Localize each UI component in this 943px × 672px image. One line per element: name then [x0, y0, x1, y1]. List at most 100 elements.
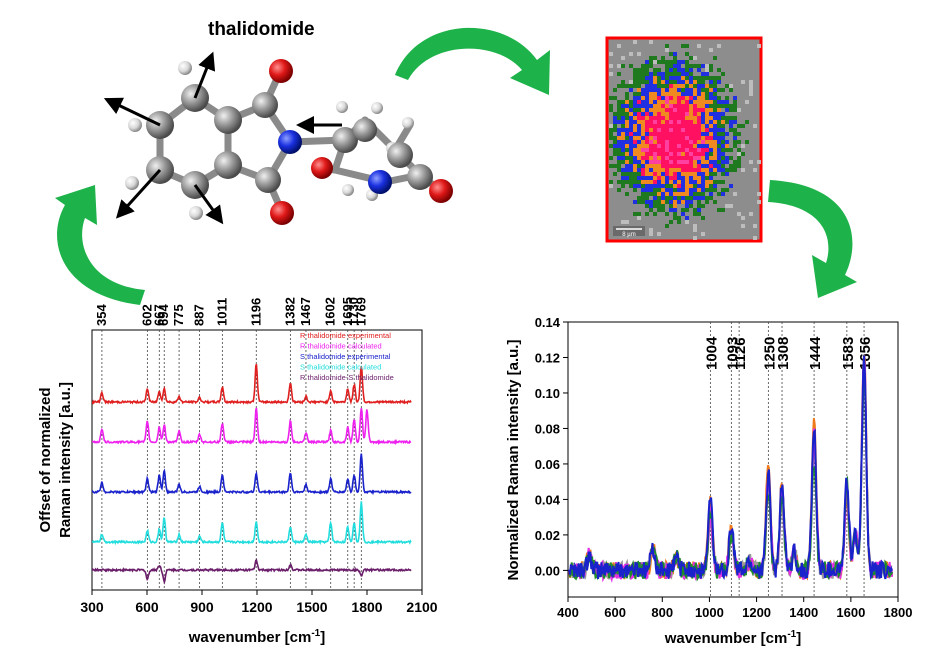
map-pixel — [617, 164, 621, 168]
map-pixel — [733, 144, 737, 148]
map-pixel — [657, 68, 661, 72]
map-pixel — [689, 176, 693, 180]
map-pixel — [669, 220, 673, 224]
map-pixel — [649, 128, 653, 132]
map-pixel — [713, 80, 717, 84]
map-pixel — [733, 160, 737, 164]
map-pixel — [669, 60, 673, 64]
map-pixel — [669, 136, 673, 140]
map-pixel — [609, 136, 613, 140]
scale-bar-label: 8 µm — [622, 232, 635, 238]
map-pixel — [673, 100, 677, 104]
map-pixel — [653, 100, 657, 104]
map-pixel — [677, 172, 681, 176]
map-pixel — [669, 140, 673, 144]
map-pixel — [633, 100, 637, 104]
map-pixel — [613, 124, 617, 128]
map-pixel — [661, 208, 665, 212]
map-pixel — [709, 164, 713, 168]
map-pixel — [633, 132, 637, 136]
map-pixel — [661, 92, 665, 96]
map-pixel — [701, 140, 705, 144]
map-pixel — [673, 164, 677, 168]
map-pixel — [653, 136, 657, 140]
map-pixel — [705, 200, 709, 204]
arrow-map-to-spectrum — [768, 180, 857, 298]
map-pixel — [729, 148, 733, 152]
map-pixel — [693, 96, 697, 100]
map-pixel — [709, 88, 713, 92]
map-pixel — [625, 192, 629, 196]
map-pixel — [649, 136, 653, 140]
map-pixel — [613, 128, 617, 132]
map-pixel — [633, 200, 637, 204]
map-pixel — [669, 172, 673, 176]
map-pixel — [705, 196, 709, 200]
map-pixel — [757, 200, 761, 204]
map-pixel — [749, 92, 753, 96]
right-x-axis-label: wavenumber [cm-1] — [664, 629, 801, 647]
map-pixel — [725, 148, 729, 152]
map-pixel — [713, 152, 717, 156]
map-pixel — [657, 164, 661, 168]
map-pixel — [721, 140, 725, 144]
map-pixel — [633, 136, 637, 140]
map-pixel — [629, 100, 633, 104]
map-pixel — [617, 168, 621, 172]
map-pixel — [725, 188, 729, 192]
map-pixel — [661, 88, 665, 92]
map-pixel — [673, 72, 677, 76]
map-pixel — [661, 168, 665, 172]
map-pixel — [669, 120, 673, 124]
map-pixel — [653, 180, 657, 184]
map-pixel — [705, 172, 709, 176]
map-pixel — [649, 132, 653, 136]
map-pixel — [669, 104, 673, 108]
map-pixel — [637, 88, 641, 92]
map-pixel — [633, 128, 637, 132]
map-pixel — [645, 176, 649, 180]
map-pixel — [637, 84, 641, 88]
map-pixel — [637, 120, 641, 124]
map-pixel — [689, 132, 693, 136]
map-pixel — [653, 124, 657, 128]
map-pixel — [689, 104, 693, 108]
map-pixel — [665, 200, 669, 204]
map-pixel — [705, 168, 709, 172]
map-pixel — [649, 168, 653, 172]
map-pixel — [713, 88, 717, 92]
map-pixel — [665, 104, 669, 108]
peak-label: 354 — [94, 304, 109, 326]
map-pixel — [657, 168, 661, 172]
map-pixel — [661, 96, 665, 100]
peak-label: 1467 — [298, 297, 313, 326]
map-pixel — [657, 136, 661, 140]
map-pixel — [693, 144, 697, 148]
map-pixel — [649, 208, 653, 212]
map-pixel — [705, 176, 709, 180]
map-pixel — [685, 148, 689, 152]
map-pixel — [673, 124, 677, 128]
map-pixel — [649, 232, 653, 236]
map-pixel — [637, 168, 641, 172]
map-pixel — [673, 120, 677, 124]
y-tick-label: 0.12 — [535, 350, 560, 365]
map-pixel — [649, 192, 653, 196]
molecule-title: thalidomide — [208, 19, 315, 40]
spectrum-series-line — [568, 355, 894, 581]
peak-label: 1196 — [248, 298, 263, 326]
map-pixel — [721, 188, 725, 192]
map-pixel — [645, 140, 649, 144]
green-arrows — [55, 27, 857, 305]
map-pixel — [617, 112, 621, 116]
map-pixel — [689, 68, 693, 72]
map-pixel — [701, 124, 705, 128]
map-pixel — [733, 164, 737, 168]
map-pixel — [685, 72, 689, 76]
map-pixel — [669, 96, 673, 100]
map-pixel — [625, 164, 629, 168]
map-pixel — [721, 144, 725, 148]
map-pixel — [649, 64, 653, 68]
map-pixel — [609, 104, 613, 108]
